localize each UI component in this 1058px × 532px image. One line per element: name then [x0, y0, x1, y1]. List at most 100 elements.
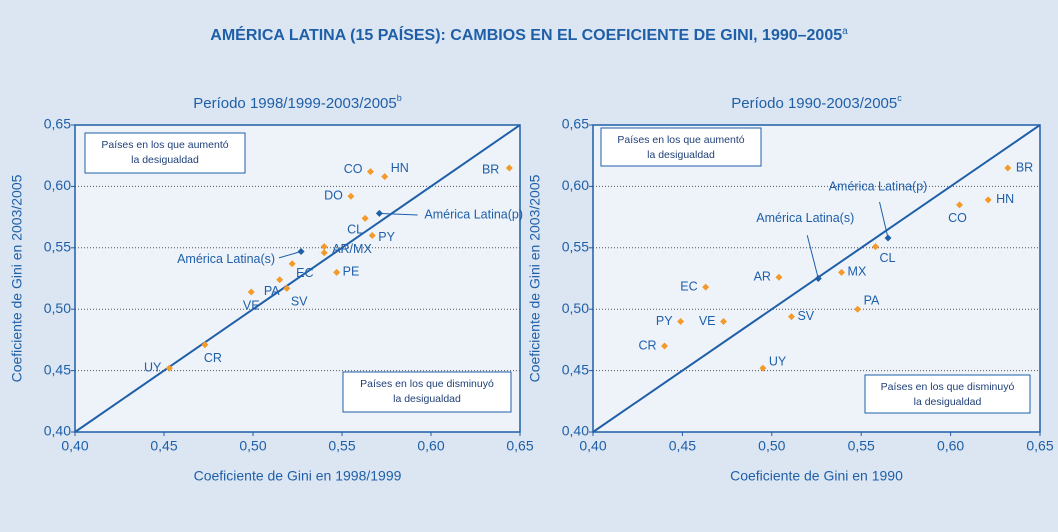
point-label: CL	[880, 251, 896, 265]
title-text: AMÉRICA LATINA (15 PAÍSES): CAMBIOS EN E…	[210, 25, 842, 44]
y-tick-label: 0,65	[562, 116, 589, 132]
point-label: SV	[291, 295, 308, 309]
leader-line	[879, 201, 889, 239]
point-label: CL	[347, 223, 363, 237]
diagonal	[74, 124, 521, 433]
subtitle-note: c	[897, 93, 902, 103]
marker	[661, 342, 669, 350]
point-label: América Latina(p)	[829, 179, 928, 193]
annotation-box	[84, 132, 246, 174]
x-tick-label: 0,65	[1026, 438, 1053, 454]
y-tick-label: 0,55	[562, 239, 589, 255]
x-tick-label: 0,40	[61, 438, 88, 454]
point-label: MX	[848, 265, 867, 279]
x-axis-label: Coeficiente de Gini en 1998/1999	[194, 468, 402, 484]
point-label: DO	[324, 189, 343, 203]
annotation-text: la desigualdad	[647, 149, 715, 161]
marker	[720, 317, 728, 325]
point-label: América Latina(p)	[424, 208, 523, 222]
x-tick-label: 0,40	[579, 438, 606, 454]
marker	[872, 243, 880, 251]
marker	[368, 232, 376, 240]
point-label: América Latina(s)	[177, 252, 275, 266]
point-label: AR	[754, 270, 771, 284]
x-tick-label: 0,55	[848, 438, 875, 454]
point-label: HN	[996, 192, 1014, 206]
point-label: UY	[769, 354, 787, 368]
marker	[838, 268, 846, 276]
annotation-text: la desigualdad	[393, 393, 461, 405]
marker	[347, 192, 355, 200]
y-tick-label: 0,65	[44, 116, 71, 132]
marker	[320, 243, 328, 251]
point-label: CR	[638, 338, 656, 352]
point-label: EC	[680, 279, 697, 293]
marker	[984, 196, 992, 204]
x-tick-label: 0,45	[150, 438, 177, 454]
point-label: CR	[204, 351, 222, 365]
y-axis-label: Coeficiente de Gini en 2003/2005	[527, 174, 543, 382]
marker	[702, 283, 710, 291]
leader-line	[379, 212, 418, 216]
point-label: PY	[378, 230, 395, 244]
point-label: BR	[1016, 160, 1033, 174]
x-axis-label: Coeficiente de Gini en 1990	[730, 468, 903, 484]
x-tick-label: 0,50	[758, 438, 785, 454]
point-label: CO	[344, 162, 363, 176]
annotation-text: Países en los que aumentó	[617, 134, 744, 146]
subtitle-text: Período 1998/1999-2003/2005	[193, 95, 397, 112]
y-tick-label: 0,60	[562, 177, 589, 193]
y-tick-label: 0,60	[44, 177, 71, 193]
marker	[854, 305, 862, 313]
point-label: América Latina(s)	[756, 211, 854, 225]
marker	[956, 201, 964, 209]
annotation-text: Países en los que disminuyó	[360, 378, 494, 390]
marker	[775, 273, 783, 281]
point-label: VE	[699, 314, 716, 328]
marker	[201, 341, 209, 349]
marker	[361, 214, 369, 222]
marker	[381, 173, 389, 181]
point-label: PA	[264, 284, 280, 298]
marker	[677, 317, 685, 325]
point-label: UY	[144, 360, 162, 374]
y-tick-label: 0,50	[44, 300, 71, 316]
annotation-text: Países en los que aumentó	[101, 139, 228, 151]
chart-subtitle: Período 1998/1999-2003/2005b	[193, 93, 402, 112]
scatter-chart: Período 1990-2003/2005c 0,40 0,45 0,50 0,55 0…	[527, 93, 1054, 483]
annotation-box	[864, 374, 1031, 414]
marker	[320, 249, 328, 257]
marker	[759, 364, 767, 372]
y-tick-label: 0,55	[44, 239, 71, 255]
marker	[505, 164, 513, 172]
subtitle-note: b	[397, 93, 402, 103]
y-axis-label: Coeficiente de Gini en 2003/2005	[9, 174, 25, 382]
marker	[366, 168, 374, 176]
leader-line	[806, 235, 819, 279]
point-label: BR	[482, 162, 499, 176]
scatter-chart: Período 1998/1999-2003/2005b 0,40 0,45 0,50…	[9, 93, 534, 483]
point-label: SV	[797, 309, 814, 323]
marker	[288, 260, 296, 268]
annotation-box	[600, 127, 762, 167]
point-label: CO	[948, 211, 967, 225]
marker	[165, 364, 173, 372]
x-tick-label: 0,45	[669, 438, 696, 454]
point-label: AR/MX	[332, 242, 372, 256]
marker	[247, 288, 255, 296]
figure-title: AMÉRICA LATINA (15 PAÍSES): CAMBIOS EN E…	[210, 25, 848, 44]
point-label: PE	[343, 265, 360, 279]
point-label: PY	[656, 314, 673, 328]
annotation-text: la desigualdad	[914, 396, 982, 408]
y-tick-label: 0,45	[562, 361, 589, 377]
marker	[283, 284, 291, 292]
point-label: EC	[296, 266, 313, 280]
point-label: HN	[391, 161, 409, 175]
title-note: a	[842, 26, 848, 37]
marker	[333, 268, 341, 276]
annotation-box	[342, 371, 512, 413]
x-tick-label: 0,55	[328, 438, 355, 454]
x-tick-label: 0,50	[239, 438, 266, 454]
x-tick-label: 0,65	[506, 438, 533, 454]
